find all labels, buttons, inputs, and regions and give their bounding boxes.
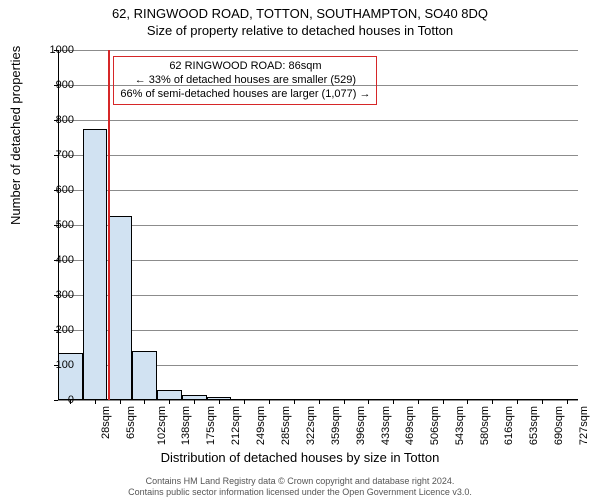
xtick-mark	[120, 400, 121, 404]
x-axis-line	[58, 399, 578, 400]
xtick-label: 469sqm	[404, 406, 416, 445]
gridline	[58, 260, 578, 261]
xtick-mark	[244, 400, 245, 404]
xtick-label: 653sqm	[528, 406, 540, 445]
xtick-mark	[567, 400, 568, 404]
xtick-mark	[144, 400, 145, 404]
callout-box: 62 RINGWOOD ROAD: 86sqm← 33% of detached…	[113, 56, 377, 105]
xtick-label: 28sqm	[100, 406, 112, 439]
xtick-mark	[169, 400, 170, 404]
gridline	[58, 50, 578, 51]
callout-line: 66% of semi-detached houses are larger (…	[120, 88, 370, 102]
gridline	[58, 120, 578, 121]
gridline	[58, 225, 578, 226]
xtick-label: 506sqm	[429, 406, 441, 445]
callout-line: ← 33% of detached houses are smaller (52…	[120, 74, 370, 88]
xtick-mark	[542, 400, 543, 404]
xtick-label: 322sqm	[305, 406, 317, 445]
xtick-label: 175sqm	[206, 406, 218, 445]
gridline	[58, 155, 578, 156]
ytick-label: 600	[34, 184, 74, 196]
ytick-label: 500	[34, 219, 74, 231]
callout-line: 62 RINGWOOD ROAD: 86sqm	[120, 60, 370, 74]
xtick-mark	[269, 400, 270, 404]
xtick-label: 65sqm	[125, 406, 137, 439]
gridline	[58, 295, 578, 296]
xtick-mark	[368, 400, 369, 404]
xtick-label: 102sqm	[156, 406, 168, 445]
xtick-mark	[467, 400, 468, 404]
chart-title-sub: Size of property relative to detached ho…	[0, 21, 600, 38]
gridline	[58, 330, 578, 331]
ytick-label: 400	[34, 254, 74, 266]
ytick-label: 200	[34, 324, 74, 336]
ytick-label: 700	[34, 149, 74, 161]
xtick-mark	[219, 400, 220, 404]
xtick-mark	[418, 400, 419, 404]
plot-area: 62 RINGWOOD ROAD: 86sqm← 33% of detached…	[58, 50, 578, 400]
xtick-label: 727sqm	[578, 406, 590, 445]
ytick-label: 300	[34, 289, 74, 301]
xtick-label: 396sqm	[355, 406, 367, 445]
xtick-mark	[95, 400, 96, 404]
xtick-mark	[393, 400, 394, 404]
ytick-label: 100	[34, 359, 74, 371]
y-axis-label: Number of detached properties	[8, 46, 23, 225]
gridline	[58, 190, 578, 191]
marker-line	[108, 50, 110, 400]
xtick-label: 543sqm	[454, 406, 466, 445]
xtick-label: 690sqm	[553, 406, 565, 445]
histogram-bar	[108, 216, 133, 400]
histogram-bar	[132, 351, 157, 400]
xtick-label: 138sqm	[181, 406, 193, 445]
xtick-label: 433sqm	[380, 406, 392, 445]
xtick-label: 616sqm	[503, 406, 515, 445]
ytick-label: 800	[34, 114, 74, 126]
chart-title-main: 62, RINGWOOD ROAD, TOTTON, SOUTHAMPTON, …	[0, 0, 600, 21]
xtick-mark	[492, 400, 493, 404]
xtick-mark	[319, 400, 320, 404]
ytick-label: 900	[34, 79, 74, 91]
xtick-label: 580sqm	[479, 406, 491, 445]
xtick-label: 285sqm	[280, 406, 292, 445]
xtick-label: 359sqm	[330, 406, 342, 445]
histogram-bar	[83, 129, 108, 400]
xtick-label: 212sqm	[231, 406, 243, 445]
xtick-mark	[517, 400, 518, 404]
xtick-label: 249sqm	[256, 406, 268, 445]
chart-container: 62, RINGWOOD ROAD, TOTTON, SOUTHAMPTON, …	[0, 0, 600, 500]
footer-line-1: Contains HM Land Registry data © Crown c…	[0, 476, 600, 487]
x-axis-label: Distribution of detached houses by size …	[0, 450, 600, 465]
xtick-mark	[294, 400, 295, 404]
xtick-mark	[194, 400, 195, 404]
xtick-mark	[344, 400, 345, 404]
footer-line-2: Contains public sector information licen…	[0, 487, 600, 498]
ytick-label: 0	[34, 394, 74, 406]
chart-footer: Contains HM Land Registry data © Crown c…	[0, 476, 600, 498]
ytick-label: 1000	[34, 44, 74, 56]
xtick-mark	[443, 400, 444, 404]
